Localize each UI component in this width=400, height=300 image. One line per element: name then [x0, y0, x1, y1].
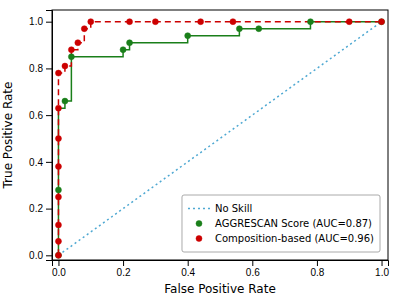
legend-symbol — [196, 236, 202, 242]
point — [120, 47, 126, 53]
point — [62, 63, 68, 69]
point — [55, 136, 61, 142]
y-tick-label: 0.8 — [29, 63, 43, 74]
x-tick-label: 0.2 — [117, 267, 131, 278]
x-tick: 0.4 — [181, 260, 195, 278]
point — [346, 19, 352, 25]
point — [379, 19, 385, 25]
series-line — [58, 22, 381, 256]
legend-label: Composition-based (AUC=0.96) — [215, 233, 374, 244]
point — [55, 105, 61, 111]
x-tick-mark — [317, 260, 318, 266]
point — [62, 98, 68, 104]
point — [88, 19, 94, 25]
legend: No Skill AGGRESCAN Score (AUC=0.87) Compos… — [182, 195, 380, 252]
y-tick: 0.6 — [29, 110, 52, 121]
legend-box — [182, 195, 380, 252]
x-axis: 0.0 0.2 0.4 0.6 0.8 1.0 — [52, 260, 389, 278]
x-tick: 0.2 — [117, 260, 131, 278]
chart-svg: 0.0 0.2 0.4 0.6 0.8 1.0 0.0 0.2 0.4 0.6 0.8 1.0 Fals… — [0, 0, 400, 300]
x-tick: 0.8 — [310, 260, 324, 278]
point — [379, 19, 385, 25]
x-tick-mark — [188, 260, 189, 266]
point — [68, 54, 74, 60]
x-tick-label: 0.0 — [52, 267, 66, 278]
x-tick: 0.6 — [246, 260, 260, 278]
x-tick-label: 1.0 — [375, 267, 389, 278]
y-tick-label: 0.6 — [29, 110, 43, 121]
point — [198, 19, 204, 25]
x-tick-mark — [58, 260, 59, 266]
x-axis-title: False Positive Rate — [164, 282, 276, 296]
x-tick-mark — [123, 260, 124, 266]
y-tick-mark — [46, 255, 52, 256]
x-tick: 0.0 — [52, 260, 66, 278]
plot-area: 0.0 0.2 0.4 0.6 0.8 1.0 0.0 0.2 0.4 0.6 0.8 1.0 Fals… — [1, 10, 389, 296]
point — [256, 26, 262, 32]
chart-container: 0.0 0.2 0.4 0.6 0.8 1.0 0.0 0.2 0.4 0.6 0.8 1.0 Fals… — [0, 0, 400, 300]
y-tick-label: 0.2 — [29, 203, 43, 214]
point — [68, 47, 74, 53]
legend-symbol — [196, 221, 202, 227]
y-tick-mark — [46, 68, 52, 69]
plot-frame — [52, 10, 388, 260]
series-line — [58, 22, 381, 256]
point — [185, 33, 191, 39]
series-line — [58, 22, 381, 256]
series-points — [55, 19, 384, 259]
y-tick-mark — [46, 162, 52, 163]
point — [55, 238, 61, 244]
y-tick-label: 1.0 — [29, 16, 43, 27]
point — [127, 19, 133, 25]
y-tick: 0.4 — [29, 157, 52, 168]
point — [75, 40, 81, 46]
legend-symbol — [188, 208, 210, 210]
x-tick-label: 0.8 — [310, 267, 324, 278]
x-tick-mark — [382, 260, 383, 266]
point — [55, 222, 61, 228]
point — [55, 187, 61, 193]
x-tick: 1.0 — [375, 260, 389, 278]
point — [230, 19, 236, 25]
point — [55, 164, 61, 170]
y-tick-mark — [46, 22, 52, 23]
x-axis-line — [53, 261, 389, 267]
point — [307, 19, 313, 25]
point — [55, 70, 61, 76]
y-tick: 0.8 — [29, 63, 52, 74]
legend-label: No Skill — [215, 203, 252, 214]
legend-label: AGGRESCAN Score (AUC=0.87) — [215, 218, 372, 229]
y-tick-mark — [46, 209, 52, 210]
y-axis-line — [46, 11, 53, 261]
y-axis-title: True Positive Rate — [1, 82, 15, 190]
series-points — [55, 19, 384, 259]
point — [127, 40, 133, 46]
y-tick: 0.0 — [29, 250, 52, 261]
y-tick-label: 0.4 — [29, 157, 43, 168]
point — [152, 19, 158, 25]
x-tick-label: 0.4 — [181, 267, 195, 278]
point — [55, 194, 61, 200]
y-tick: 1.0 — [29, 16, 52, 27]
y-tick: 0.2 — [29, 203, 52, 214]
point — [81, 26, 87, 32]
point — [55, 252, 61, 258]
y-tick-label: 0.0 — [29, 250, 43, 261]
point — [55, 252, 61, 258]
y-tick-mark — [46, 115, 52, 116]
y-axis: 0.0 0.2 0.4 0.6 0.8 1.0 — [29, 11, 52, 262]
x-tick-mark — [252, 260, 253, 266]
x-tick-label: 0.6 — [246, 267, 260, 278]
point — [236, 26, 242, 32]
marks — [55, 19, 384, 259]
